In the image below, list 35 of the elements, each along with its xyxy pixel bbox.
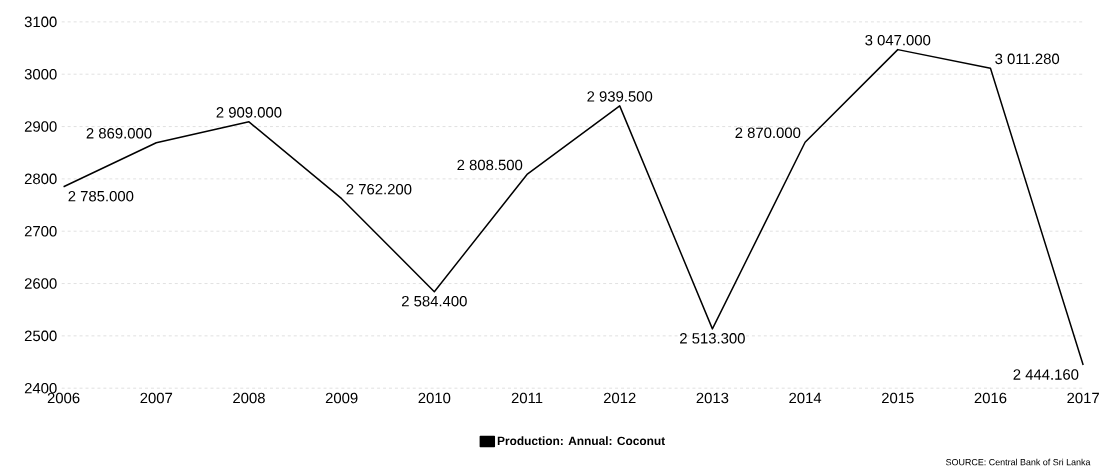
data-label: 2 808.500 <box>457 159 523 171</box>
source-note: SOURCE: Central Bank of Sri Lanka <box>946 458 1091 466</box>
y-tick-label: 3000 <box>24 69 57 80</box>
data-label: 2 870.000 <box>735 127 801 139</box>
x-tick-label: 2011 <box>511 392 543 404</box>
x-tick-label: 2013 <box>696 392 729 404</box>
y-tick-label: 3100 <box>24 16 57 28</box>
y-tick-label: 2500 <box>24 330 57 342</box>
data-label: 3 047.000 <box>865 35 931 46</box>
data-label: 2 785.000 <box>68 191 134 202</box>
data-label: 2 869.000 <box>86 128 152 139</box>
y-tick-label: 2900 <box>24 121 57 132</box>
y-tick-label: 2400 <box>24 383 57 394</box>
line-series <box>62 48 1084 366</box>
y-tick-label: 2700 <box>24 226 57 237</box>
data-label: 2 939.500 <box>587 91 653 102</box>
legend-label: Production: Annual: Coconut <box>497 436 665 446</box>
data-label: 3 011.280 <box>995 53 1060 65</box>
data-label: 2 909.000 <box>216 107 282 118</box>
y-tick-label: 2800 <box>24 173 57 185</box>
x-tick-label: 2009 <box>325 392 358 404</box>
x-tick-label: 2006 <box>47 392 80 404</box>
data-label: 2 584.400 <box>402 295 467 307</box>
x-tick-label: 2016 <box>974 392 1007 404</box>
x-tick-label: 2008 <box>233 392 265 404</box>
x-tick-label: 2007 <box>140 392 173 404</box>
data-label: 2 444.160 <box>1013 369 1079 380</box>
data-label: 2 513.300 <box>680 333 745 344</box>
x-tick-label: 2012 <box>603 392 636 404</box>
x-tick-label: 2014 <box>789 392 822 404</box>
data-label: 2 762.200 <box>346 184 412 195</box>
x-tick-label: 2015 <box>881 392 914 404</box>
x-tick-label: 2017 <box>1067 392 1099 404</box>
y-tick-label: 2600 <box>24 278 57 289</box>
x-tick-label: 2010 <box>418 392 451 404</box>
